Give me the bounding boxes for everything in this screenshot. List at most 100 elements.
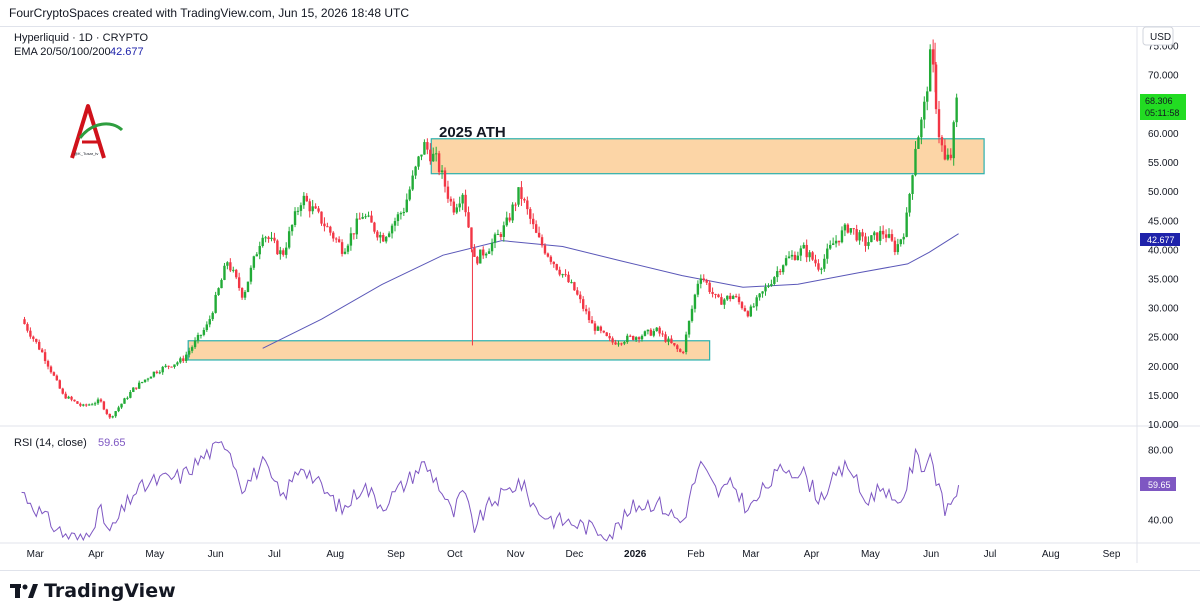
top-bar: FourCryptoSpaces created with TradingVie…: [0, 0, 1200, 27]
candle-up: [285, 247, 288, 255]
candle-up: [396, 214, 400, 222]
candle-down: [337, 239, 341, 243]
y-tick-label: 40.000: [1148, 245, 1179, 256]
candle-up: [117, 407, 120, 412]
candle-down: [931, 49, 935, 65]
candle-down: [746, 311, 750, 317]
candle-up: [787, 256, 791, 259]
x-tick-label: Feb: [687, 549, 705, 560]
candle-down: [876, 232, 879, 241]
candle-down: [549, 256, 553, 262]
x-tick-label: Nov: [507, 549, 525, 560]
candle-down: [943, 145, 947, 160]
candle-up: [205, 324, 209, 331]
candle-down: [567, 274, 570, 283]
candle-up: [440, 170, 444, 173]
x-tick-label: Mar: [27, 549, 45, 560]
bottom-bar: TradingView: [0, 570, 1200, 616]
candle-down: [779, 271, 782, 273]
candle-down: [890, 234, 894, 241]
rsi-value-badge: [1140, 477, 1176, 491]
chart-canvas[interactable]: 10.000 15.000 20.000 25.000 30.000 35.000 40.0…: [0, 26, 1200, 570]
candle-up: [246, 281, 250, 292]
candle-up: [258, 246, 261, 255]
candle-up: [202, 330, 206, 335]
candle-down: [881, 230, 885, 235]
candle-down: [817, 263, 820, 270]
ema-legend-value: 42.677: [110, 46, 144, 58]
ema-price-badge: [1140, 233, 1180, 246]
y-tick-label: 75.000: [1148, 42, 1179, 53]
rsi-legend-label: RSI (14, close): [14, 437, 87, 449]
tradingview-logo[interactable]: TradingView: [10, 580, 176, 602]
candle-up: [355, 218, 358, 235]
x-tick-label: Oct: [447, 549, 463, 560]
x-tick-label: Jun: [923, 549, 939, 560]
resistance-zone: [430, 138, 985, 175]
candle-up: [505, 217, 508, 226]
candle-up: [878, 230, 882, 241]
candle-up: [393, 221, 397, 226]
ema-price-value: 42.677: [1147, 235, 1175, 245]
candle-down: [705, 280, 708, 283]
candle-up: [752, 306, 755, 308]
candle-down: [573, 282, 576, 291]
candle-down: [529, 209, 532, 219]
candle-down: [611, 338, 614, 343]
candle-down: [105, 409, 109, 414]
ath-annotation: 2025 ATH: [439, 124, 506, 141]
candle-down: [673, 343, 676, 346]
candle-up: [96, 399, 100, 404]
candle-down: [937, 109, 941, 138]
candle-down: [508, 217, 511, 221]
x-tick-label: Sep: [1103, 549, 1121, 560]
candle-down: [605, 332, 608, 336]
candle-up: [781, 265, 785, 273]
candle-up: [140, 381, 144, 383]
candle-up: [405, 199, 408, 212]
candle-up: [917, 137, 920, 149]
candle-up: [302, 195, 306, 206]
candle-down: [370, 215, 373, 223]
last-price-value: 68.306: [1145, 96, 1173, 106]
candle-up: [799, 248, 803, 256]
candle-down: [35, 338, 38, 342]
candle-up: [387, 233, 391, 237]
candle-up: [928, 49, 932, 92]
zones: [187, 138, 985, 361]
candle-down: [155, 371, 159, 373]
candle-down: [934, 64, 938, 110]
candle-down: [73, 399, 76, 402]
candle-up: [808, 252, 811, 258]
x-tick-label: Jul: [268, 549, 281, 560]
candle-up: [161, 366, 164, 373]
rsi-line: [21, 441, 960, 542]
candle-up: [623, 342, 626, 344]
candle-up: [626, 335, 629, 343]
candle-up: [252, 256, 256, 268]
candle-up: [361, 216, 364, 219]
candle-up: [420, 154, 423, 157]
candle-down: [558, 269, 561, 275]
candle-up: [299, 205, 303, 211]
candle-down: [240, 288, 244, 298]
candle-down: [649, 329, 653, 336]
y-tick-label: 50.000: [1148, 187, 1179, 198]
candle-up: [561, 274, 564, 276]
candle-up: [596, 326, 600, 331]
candle-down: [55, 375, 59, 381]
candle-down: [99, 399, 103, 402]
candle-down: [358, 218, 361, 220]
candle-down: [546, 253, 550, 257]
ema-line: [262, 233, 959, 349]
candle-down: [552, 261, 555, 265]
candle-down: [473, 247, 476, 257]
candle-up: [490, 242, 494, 252]
axes: 10.000 15.000 20.000 25.000 30.000 35.000 40.0…: [27, 42, 1179, 560]
candle-up: [379, 235, 382, 238]
currency-button[interactable]: [1142, 26, 1174, 46]
x-tick-label: Aug: [326, 549, 344, 560]
candle-down: [532, 218, 535, 225]
candle-up: [840, 230, 844, 243]
ema-legend-label: EMA 20/50/100/200: [14, 46, 111, 58]
